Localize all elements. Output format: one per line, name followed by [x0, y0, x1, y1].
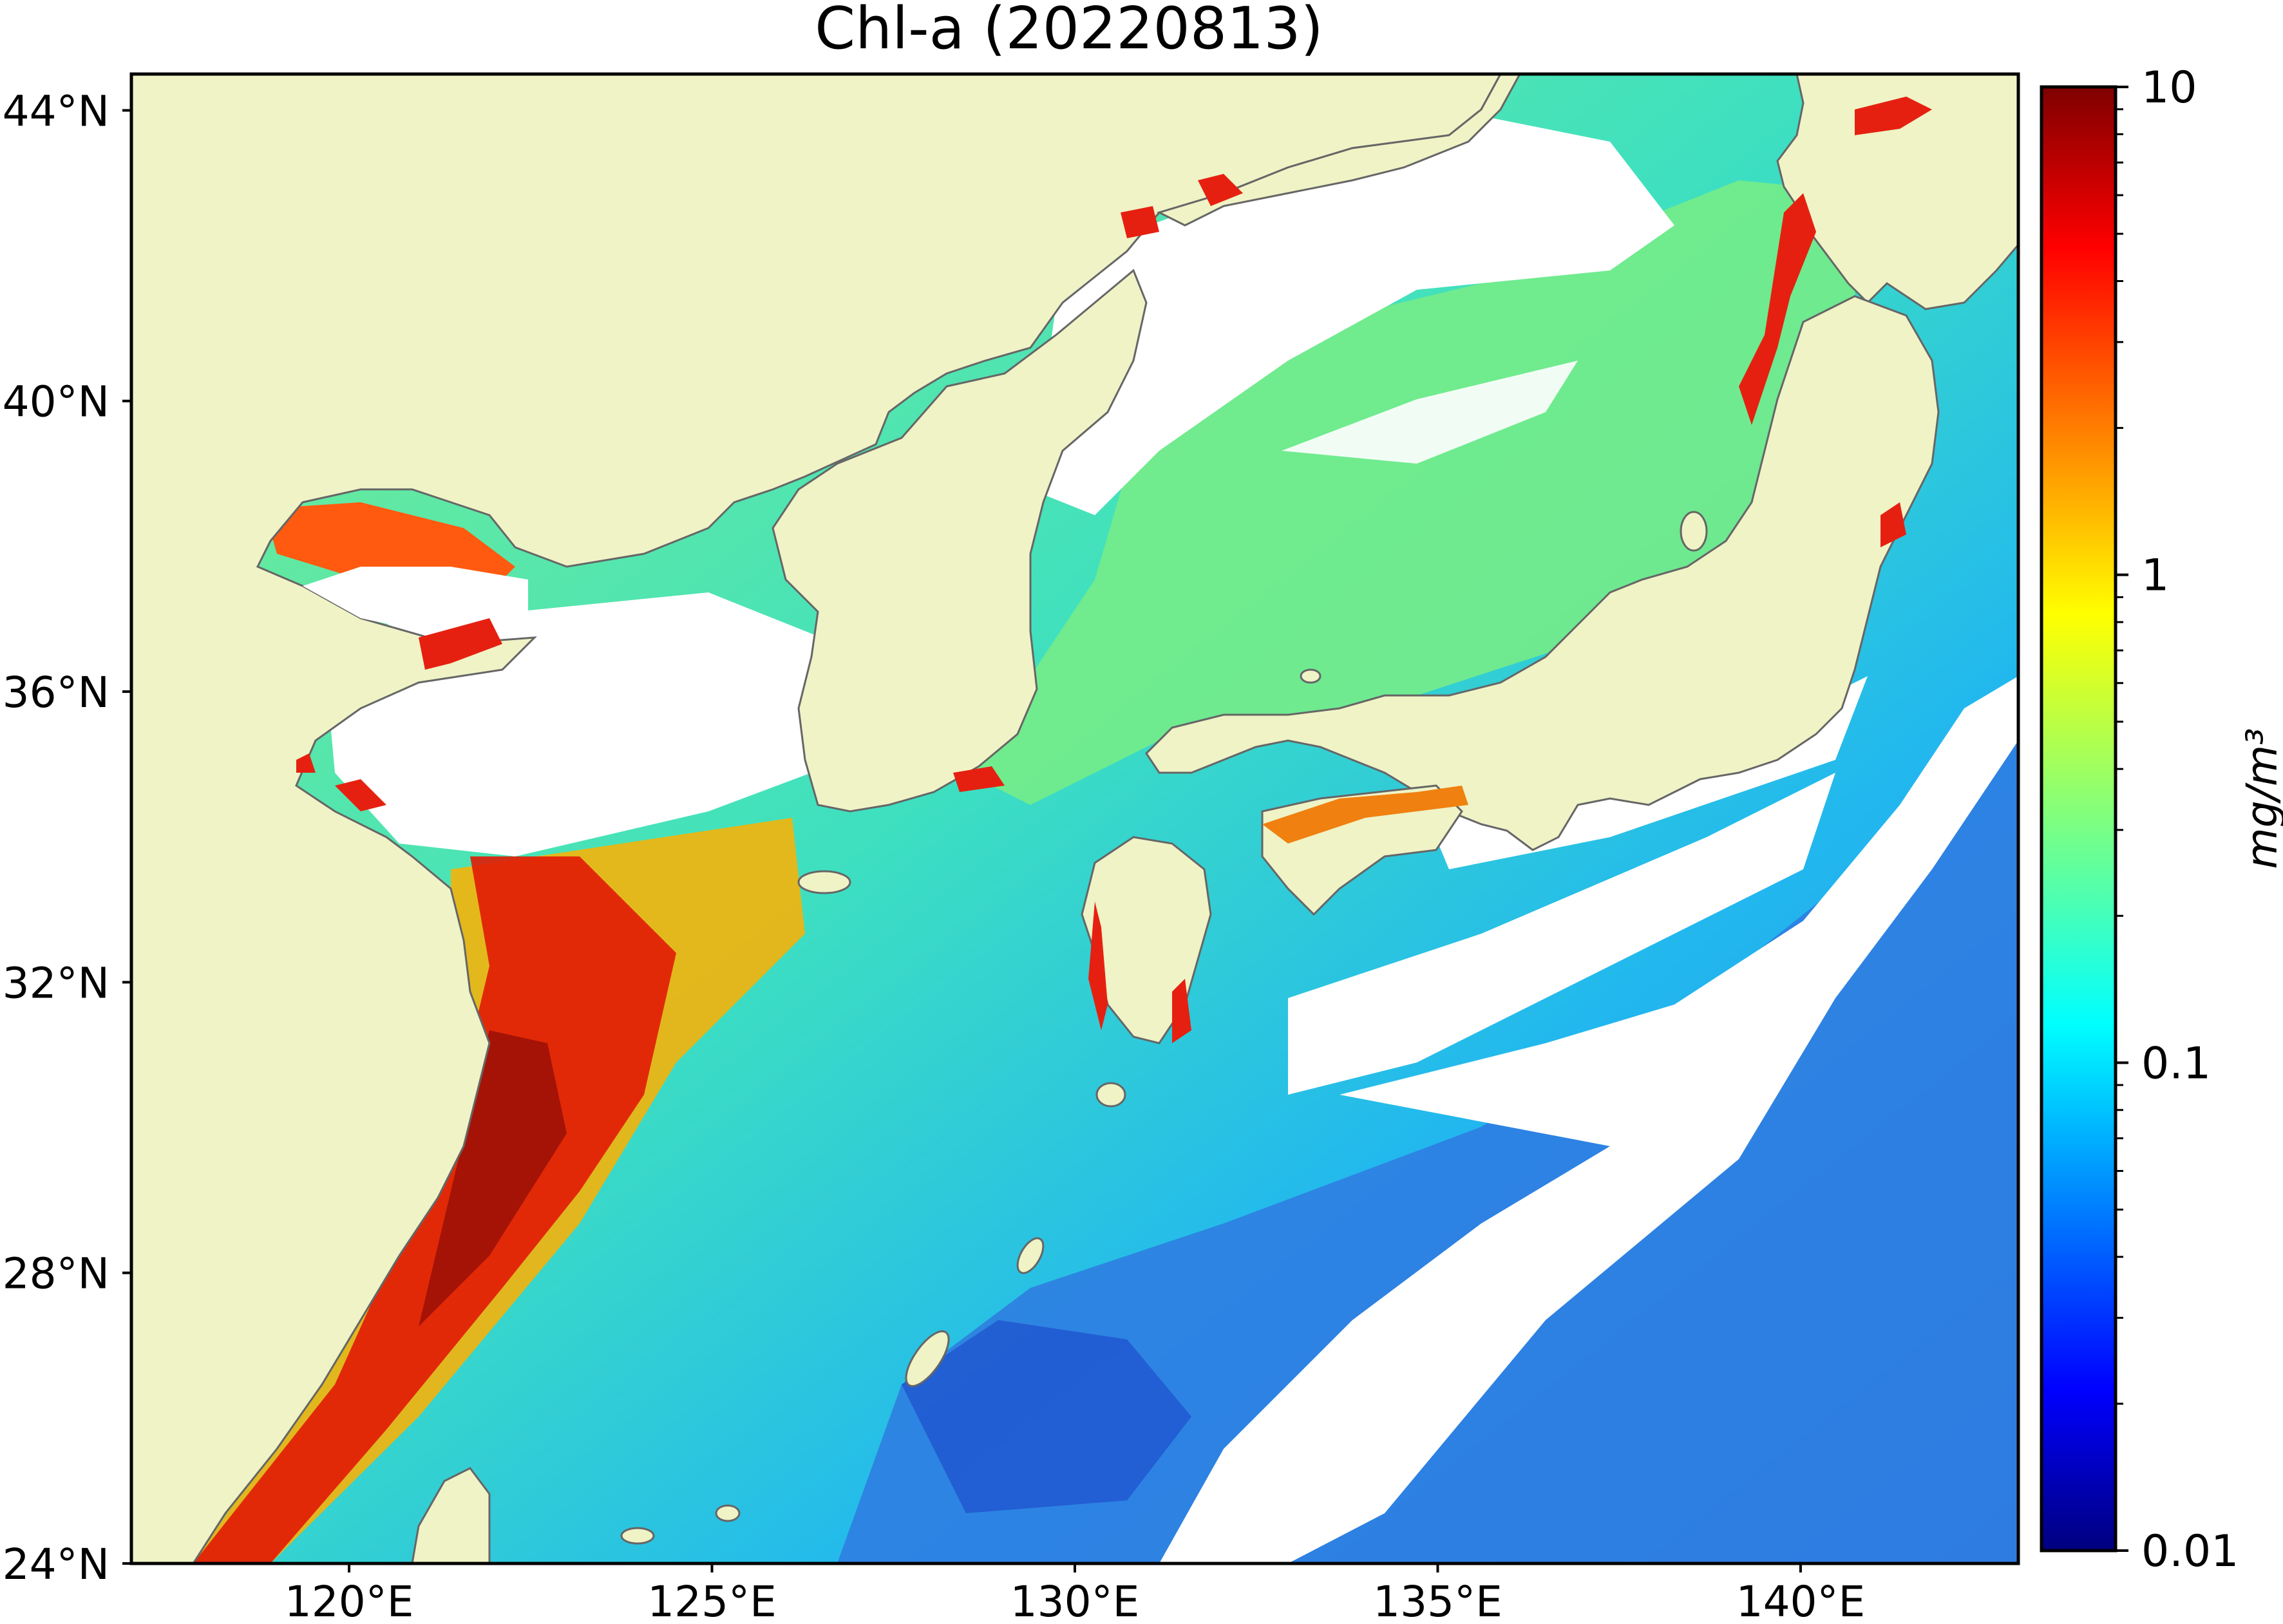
- colorbar: [2041, 87, 2116, 1551]
- land-okinawa: [905, 1330, 950, 1388]
- colorbar-ticks: 10 1 0.1 0.01: [2116, 62, 2239, 1577]
- land-ishigaki: [620, 1527, 655, 1545]
- longitude-axis: 120°E 125°E 130°E 135°E 140°E: [285, 1563, 1866, 1624]
- lat-tick-label: 44°N: [3, 86, 109, 136]
- colorbar-tick-label: 10: [2141, 62, 2197, 113]
- colorbar-unit-label: mg/m³: [2237, 728, 2283, 869]
- land-sado: [1680, 511, 1708, 552]
- coastal-plume-red: [193, 856, 676, 1563]
- land-miyako: [715, 1504, 741, 1522]
- lat-tick-label: 28°N: [3, 1249, 109, 1299]
- lat-tick-label: 40°N: [3, 377, 109, 427]
- land-masses: [131, 74, 2018, 1563]
- land-yakushima: [1095, 1082, 1126, 1108]
- colorbar-tick-label: 0.01: [2141, 1526, 2239, 1577]
- lon-tick-label: 135°E: [1373, 1577, 1502, 1624]
- map-area: [131, 74, 2018, 1563]
- land-honshu: [1145, 295, 1940, 851]
- colorbar-frame: [2040, 85, 2117, 1553]
- lat-tick-label: 32°N: [3, 958, 109, 1008]
- lon-tick-label: 140°E: [1736, 1577, 1866, 1624]
- land-taiwan: [411, 1467, 491, 1563]
- lat-tick-label: 24°N: [3, 1540, 109, 1589]
- colorbar-tick-label: 0.1: [2141, 1038, 2211, 1089]
- land-oki: [1300, 668, 1321, 684]
- map-title: Chl-a (20220813): [815, 0, 1323, 62]
- land-amami: [1016, 1237, 1045, 1274]
- colorbar-tick-label: 1: [2141, 551, 2169, 601]
- lat-tick-label: 36°N: [3, 668, 109, 717]
- latitude-axis: 44°N 40°N 36°N 32°N 28°N 24°N: [3, 86, 131, 1589]
- coastal-plume-dark-red: [419, 1030, 567, 1327]
- land-shandong: [303, 567, 528, 637]
- land-primorye: [1156, 74, 1521, 227]
- coastal-bloom-fringes: [296, 97, 1932, 1043]
- land-mainland-asia: [131, 74, 1502, 1563]
- japan-sea-field: [966, 180, 1868, 805]
- very-low-chlorophyll-patch: [902, 1320, 1191, 1513]
- land-jeju: [797, 870, 851, 894]
- lon-tick-label: 125°E: [647, 1577, 777, 1624]
- lon-tick-label: 130°E: [1010, 1577, 1140, 1624]
- land-hokkaido: [1776, 74, 2018, 310]
- lon-tick-label: 120°E: [285, 1577, 414, 1624]
- land-korea: [772, 269, 1148, 813]
